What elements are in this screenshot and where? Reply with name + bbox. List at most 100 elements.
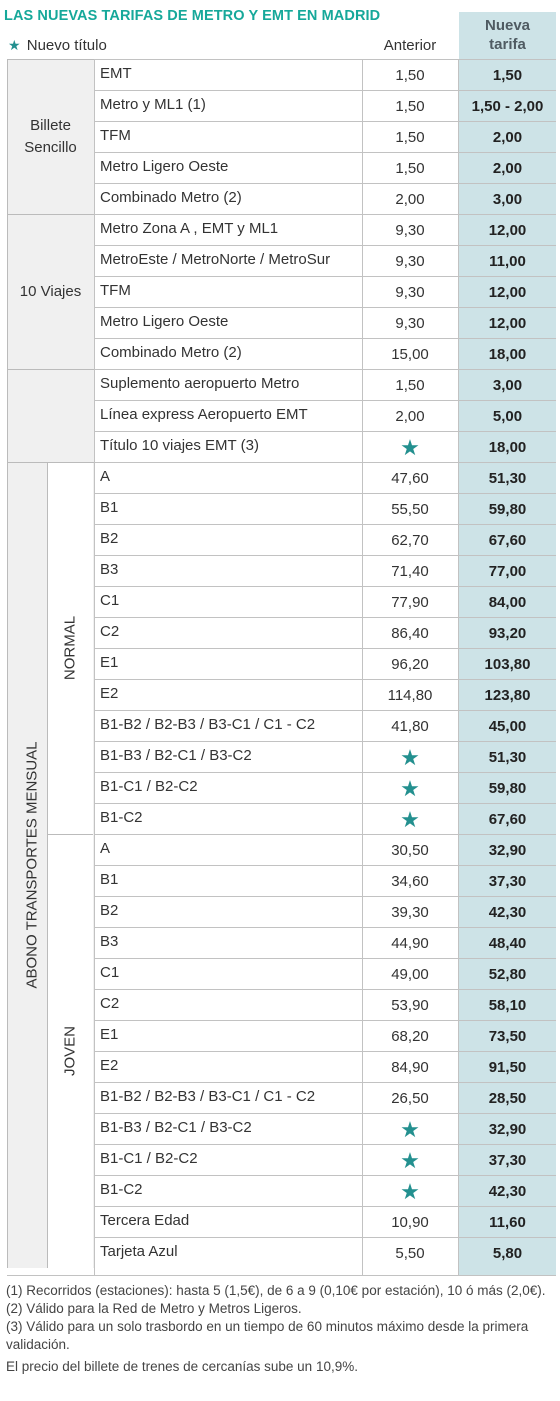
row-new-price: 28,50 bbox=[488, 1090, 527, 1107]
legend: ★ Nuevo título bbox=[8, 37, 107, 54]
row-new-price: 48,40 bbox=[488, 935, 527, 952]
header-anterior: Anterior bbox=[383, 37, 437, 54]
table-row: Metro Ligero Oeste 1,50 2,00 bbox=[94, 152, 556, 183]
row-name: Metro y ML1 (1) bbox=[100, 96, 206, 113]
group-label: Billete Sencillo bbox=[7, 115, 94, 159]
legend-label: Nuevo título bbox=[26, 37, 107, 54]
table-row: B1-B3 / B2-C1 / B3-C2 ★ 32,90 bbox=[94, 1113, 556, 1144]
row-name: Combinado Metro (2) bbox=[100, 344, 242, 361]
row-old-price: 96,20 bbox=[391, 656, 429, 673]
row-name: B3 bbox=[100, 933, 119, 950]
column-divider bbox=[94, 59, 95, 1275]
row-old-price: 1,50 bbox=[395, 98, 425, 115]
row-name: Tarjeta Azul bbox=[100, 1243, 178, 1260]
table-row: B1-B2 / B2-B3 / B3-C1 / C1 - C2 41,80 45,0… bbox=[94, 710, 556, 741]
row-new-price: 67,60 bbox=[488, 532, 527, 549]
subgroup-label-text: JOVEN bbox=[61, 1025, 79, 1077]
group-label-line: 10 Viajes bbox=[19, 282, 82, 300]
row-name: C2 bbox=[100, 995, 120, 1012]
row-name: Metro Ligero Oeste bbox=[100, 313, 229, 330]
row-name: B1-B3 / B2-C1 / B3-C2 bbox=[100, 747, 252, 764]
table-row: E1 68,20 73,50 bbox=[94, 1020, 556, 1051]
table-row: B2 39,30 42,30 bbox=[94, 896, 556, 927]
row-old-price: 5,50 bbox=[395, 1245, 425, 1262]
row-name: TFM bbox=[100, 282, 131, 299]
row-old-price: 26,50 bbox=[391, 1090, 429, 1107]
table-row: B2 62,70 67,60 bbox=[94, 524, 556, 555]
table-row: Metro Ligero Oeste 9,30 12,00 bbox=[94, 307, 556, 338]
row-new-price: 18,00 bbox=[488, 346, 527, 363]
row-old-price: 62,70 bbox=[391, 532, 429, 549]
row-new-price: 3,00 bbox=[492, 191, 523, 208]
table-row: C2 53,90 58,10 bbox=[94, 989, 556, 1020]
row-new-price: 91,50 bbox=[488, 1059, 527, 1076]
column-divider bbox=[458, 59, 459, 1275]
row-name: TFM bbox=[100, 127, 131, 144]
row-old-price: 1,50 bbox=[395, 129, 425, 146]
page-title: LAS NUEVAS TARIFAS DE METRO Y EMT EN MAD… bbox=[4, 8, 381, 24]
row-new-price: 32,90 bbox=[488, 1121, 527, 1138]
row-new-price: 11,60 bbox=[489, 1214, 526, 1231]
row-new-price: 67,60 bbox=[488, 811, 527, 828]
row-name: B1-C2 bbox=[100, 1181, 143, 1198]
row-new-price: 77,00 bbox=[488, 563, 527, 580]
table-row: E2 84,90 91,50 bbox=[94, 1051, 556, 1082]
row-name: B1-C1 / B2-C2 bbox=[100, 1150, 198, 1167]
row-old-price: 2,00 bbox=[395, 191, 425, 208]
table-row: Línea express Aeropuerto EMT 2,00 5,00 bbox=[94, 400, 556, 431]
table-row: Metro y ML1 (1) 1,50 1,50 - 2,00 bbox=[94, 90, 556, 121]
star-icon: ★ bbox=[400, 1148, 420, 1173]
table-row: B1-C1 / B2-C2 ★ 37,30 bbox=[94, 1144, 556, 1175]
row-name: E2 bbox=[100, 1057, 119, 1074]
row-old-price: 49,00 bbox=[391, 966, 429, 983]
table-row: Combinado Metro (2) 2,00 3,00 bbox=[94, 183, 556, 214]
row-name: C1 bbox=[100, 592, 120, 609]
row-old-price: 44,90 bbox=[391, 935, 429, 952]
row-name: B2 bbox=[100, 530, 119, 547]
table-row: Metro Zona A , EMT y ML1 9,30 12,00 bbox=[94, 214, 556, 245]
row-new-price: 59,80 bbox=[488, 501, 527, 518]
row-old-price: 9,30 bbox=[395, 284, 425, 301]
row-new-price: 12,00 bbox=[488, 315, 527, 332]
table-row: EMT 1,50 1,50 bbox=[94, 59, 556, 90]
table-row: B1-C1 / B2-C2 ★ 59,80 bbox=[94, 772, 556, 803]
row-new-price: 11,00 bbox=[489, 253, 526, 270]
table-row: B1 34,60 37,30 bbox=[94, 865, 556, 896]
subgroup-block bbox=[47, 834, 93, 1268]
table-row: C2 86,40 93,20 bbox=[94, 617, 556, 648]
row-name: B3 bbox=[100, 561, 119, 578]
footnotes: (1) Recorridos (estaciones): hasta 5 (1,… bbox=[6, 1282, 554, 1376]
row-name: MetroEste / MetroNorte / MetroSur bbox=[100, 251, 331, 268]
row-new-price: 73,50 bbox=[488, 1028, 527, 1045]
row-old-price: 84,90 bbox=[391, 1059, 429, 1076]
row-name: Suplemento aeropuerto Metro bbox=[100, 375, 300, 392]
row-new-price: 1,50 bbox=[492, 67, 523, 84]
row-new-price: 2,00 bbox=[492, 129, 523, 146]
table-row: Combinado Metro (2) 15,00 18,00 bbox=[94, 338, 556, 369]
row-new-price: 12,00 bbox=[488, 222, 527, 239]
row-name: EMT bbox=[100, 65, 132, 82]
row-new-price: 18,00 bbox=[488, 439, 527, 456]
row-old-price: 15,00 bbox=[391, 346, 429, 363]
new-tariff-column-bg bbox=[459, 59, 556, 1275]
table-row: B1-C2 ★ 67,60 bbox=[94, 803, 556, 834]
table-bottom-rule bbox=[7, 1275, 556, 1276]
row-new-price: 42,30 bbox=[488, 1183, 527, 1200]
row-old-price: 47,60 bbox=[391, 470, 429, 487]
table-row: A 30,50 32,90 bbox=[94, 834, 556, 865]
star-icon: ★ bbox=[400, 1117, 420, 1142]
row-old-price: 9,30 bbox=[395, 253, 425, 270]
group-label-line: Billete bbox=[30, 116, 71, 134]
row-new-price: 59,80 bbox=[488, 780, 527, 797]
table-row: E1 96,20 103,80 bbox=[94, 648, 556, 679]
group-label: 10 Viajes bbox=[7, 281, 94, 303]
row-old-price: 1,50 bbox=[395, 160, 425, 177]
group-block bbox=[7, 369, 94, 462]
table-row: A 47,60 51,30 bbox=[94, 462, 556, 493]
footnote-2: (2) Válido para la Red de Metro y Metros… bbox=[6, 1301, 302, 1316]
row-name: B1 bbox=[100, 871, 119, 888]
row-new-price: 5,00 bbox=[492, 408, 523, 425]
subgroup-label-text: NORMAL bbox=[61, 615, 79, 681]
row-name: Metro Ligero Oeste bbox=[100, 158, 229, 175]
row-old-price: 86,40 bbox=[391, 625, 429, 642]
